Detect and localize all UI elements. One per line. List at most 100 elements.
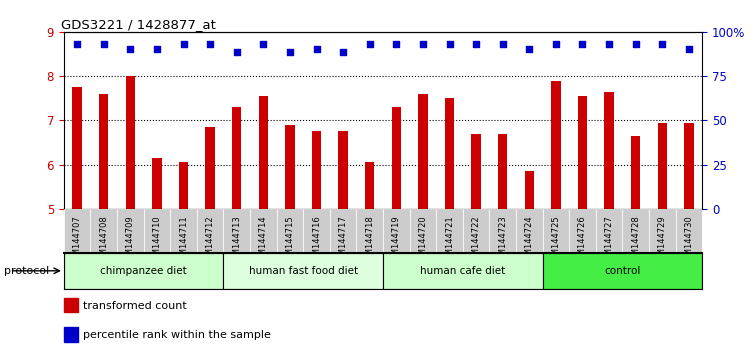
Bar — [392, 107, 401, 209]
Bar — [578, 96, 587, 209]
Point — [391, 41, 403, 47]
Bar — [197, 209, 224, 253]
Point — [444, 41, 456, 47]
Bar — [152, 158, 161, 209]
Bar — [631, 136, 641, 209]
Bar — [463, 209, 490, 253]
Text: GSM144709: GSM144709 — [126, 216, 135, 266]
Bar — [206, 127, 215, 209]
Text: GSM144708: GSM144708 — [99, 216, 108, 266]
Text: GSM144730: GSM144730 — [684, 216, 693, 266]
Text: GSM144724: GSM144724 — [525, 216, 534, 266]
Text: protocol: protocol — [4, 266, 49, 276]
Bar — [232, 107, 241, 209]
Point — [231, 49, 243, 55]
Bar — [551, 80, 560, 209]
Point — [656, 41, 668, 47]
Point — [470, 41, 482, 47]
Text: GSM144711: GSM144711 — [179, 216, 188, 266]
Bar — [64, 298, 78, 312]
Text: GSM144729: GSM144729 — [658, 216, 667, 266]
Bar — [250, 209, 276, 253]
Bar — [64, 327, 78, 342]
Bar — [64, 253, 224, 289]
Bar — [409, 209, 436, 253]
Point — [98, 41, 110, 47]
Bar — [472, 133, 481, 209]
Text: GSM144720: GSM144720 — [418, 216, 427, 266]
Bar — [676, 209, 702, 253]
Bar — [543, 253, 702, 289]
Bar — [224, 253, 383, 289]
Bar — [649, 209, 676, 253]
Bar — [357, 209, 383, 253]
Point — [337, 49, 349, 55]
Text: GDS3221 / 1428877_at: GDS3221 / 1428877_at — [61, 18, 216, 31]
Point — [71, 41, 83, 47]
Bar — [543, 209, 569, 253]
Bar — [658, 122, 667, 209]
Text: GSM144713: GSM144713 — [232, 216, 241, 266]
Bar — [117, 209, 143, 253]
Point — [417, 41, 429, 47]
Bar — [170, 209, 197, 253]
Point — [177, 41, 189, 47]
Bar — [90, 209, 117, 253]
Bar — [73, 87, 82, 209]
Point — [629, 41, 641, 47]
Bar — [365, 162, 374, 209]
Bar — [516, 209, 543, 253]
Text: GSM144723: GSM144723 — [498, 216, 507, 266]
Point — [603, 41, 615, 47]
Point — [363, 41, 376, 47]
Point — [258, 41, 270, 47]
Bar — [605, 92, 614, 209]
Text: GSM144727: GSM144727 — [605, 216, 614, 266]
Text: human fast food diet: human fast food diet — [249, 266, 357, 276]
Text: GSM144710: GSM144710 — [152, 216, 161, 266]
Text: GSM144726: GSM144726 — [578, 216, 587, 266]
Bar — [285, 125, 294, 209]
Point — [310, 46, 322, 52]
Bar — [684, 122, 693, 209]
Bar — [339, 131, 348, 209]
Bar — [569, 209, 596, 253]
Bar — [383, 209, 409, 253]
Bar — [179, 162, 189, 209]
Text: GSM144716: GSM144716 — [312, 216, 321, 266]
Point — [204, 41, 216, 47]
Bar — [436, 209, 463, 253]
Point — [284, 49, 296, 55]
Bar — [418, 94, 427, 209]
Text: GSM144725: GSM144725 — [551, 216, 560, 266]
Bar — [312, 131, 321, 209]
Bar — [623, 209, 649, 253]
Bar — [445, 98, 454, 209]
Text: percentile rank within the sample: percentile rank within the sample — [83, 330, 271, 340]
Text: GSM144717: GSM144717 — [339, 216, 348, 266]
Point — [577, 41, 589, 47]
Point — [523, 46, 535, 52]
Bar — [498, 133, 508, 209]
Text: GSM144715: GSM144715 — [285, 216, 294, 266]
Bar — [224, 209, 250, 253]
Text: GSM144721: GSM144721 — [445, 216, 454, 266]
Text: GSM144722: GSM144722 — [472, 216, 481, 266]
Text: GSM144728: GSM144728 — [631, 216, 640, 266]
Point — [151, 46, 163, 52]
Bar — [99, 94, 108, 209]
Text: transformed count: transformed count — [83, 301, 187, 310]
Text: chimpanzee diet: chimpanzee diet — [100, 266, 187, 276]
Bar — [383, 253, 542, 289]
Bar — [276, 209, 303, 253]
Bar — [143, 209, 170, 253]
Bar — [258, 96, 268, 209]
Bar — [490, 209, 516, 253]
Text: GSM144719: GSM144719 — [392, 216, 401, 266]
Bar — [64, 209, 90, 253]
Point — [550, 41, 562, 47]
Text: GSM144718: GSM144718 — [365, 216, 374, 266]
Text: human cafe diet: human cafe diet — [420, 266, 505, 276]
Bar — [330, 209, 357, 253]
Bar — [596, 209, 623, 253]
